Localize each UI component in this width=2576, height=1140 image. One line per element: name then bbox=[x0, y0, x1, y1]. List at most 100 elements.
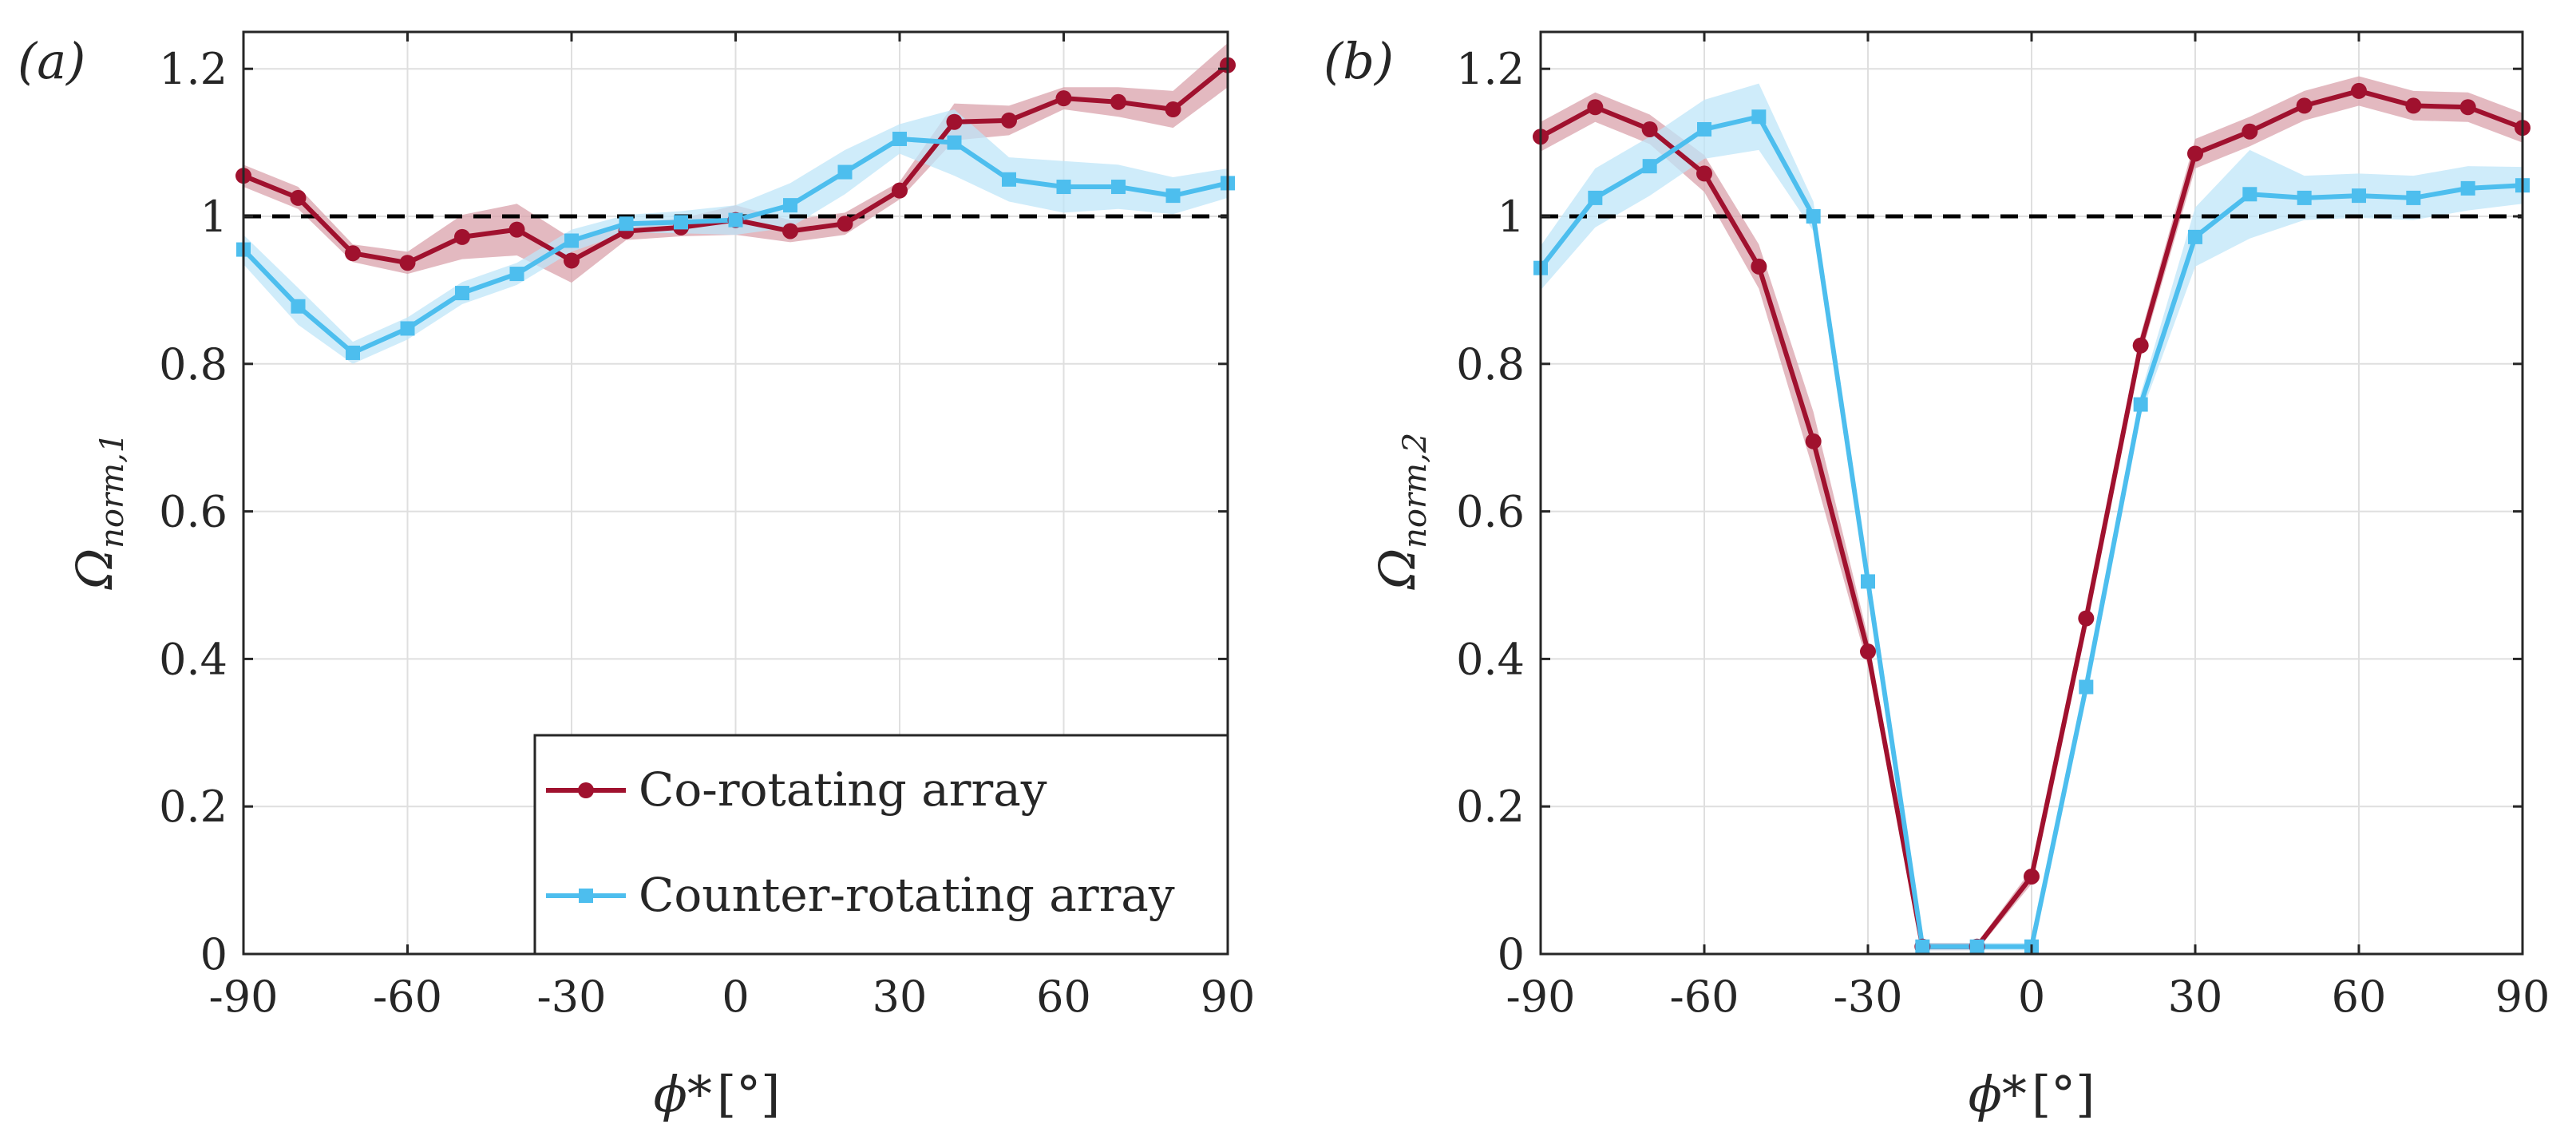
x-tick-label-b-0: -90 bbox=[1506, 972, 1576, 1022]
data-point-b-counter-15 bbox=[2352, 188, 2366, 204]
data-point-a-co-13 bbox=[946, 113, 963, 130]
data-point-b-co-16 bbox=[2405, 97, 2422, 114]
y-axis-label-sub-b: norm,2 bbox=[1397, 433, 1434, 548]
data-point-b-co-17 bbox=[2459, 99, 2476, 116]
data-point-a-co-14 bbox=[1001, 112, 1017, 129]
data-point-b-counter-12 bbox=[2188, 229, 2202, 244]
data-point-b-counter-4 bbox=[1751, 109, 1767, 125]
data-point-a-co-15 bbox=[1055, 90, 1072, 107]
data-point-a-counter-2 bbox=[346, 345, 360, 360]
y-axis-label-a: Ωnorm,1 bbox=[65, 433, 131, 590]
legend-marker-counter-rotating bbox=[579, 889, 593, 903]
data-point-b-co-1 bbox=[1587, 99, 1604, 116]
y-tick-labels-a: 0 0.2 0.4 0.6 0.8 1 1.2 bbox=[159, 44, 228, 980]
data-point-a-co-10 bbox=[782, 223, 798, 239]
panel-label-a: (a) bbox=[18, 32, 85, 90]
x-axis-label-main-b: ϕ* bbox=[1969, 1065, 2027, 1123]
data-point-b-counter-11 bbox=[2133, 397, 2148, 412]
x-tick-label-a-4: 30 bbox=[873, 972, 928, 1022]
data-point-b-co-11 bbox=[2132, 337, 2149, 354]
y-tick-label-b-3: 0.6 bbox=[1456, 487, 1525, 537]
x-tick-label-b-2: -30 bbox=[1834, 972, 1903, 1022]
panel-label-b: (b) bbox=[1324, 32, 1394, 90]
data-point-b-counter-3 bbox=[1697, 121, 1711, 137]
ticks-b bbox=[1539, 32, 2524, 956]
y-tick-label-a-5: 1 bbox=[200, 192, 228, 242]
x-tick-label-a-3: 0 bbox=[722, 972, 749, 1022]
data-point-a-counter-8 bbox=[674, 215, 688, 230]
y-tick-label-a-2: 0.4 bbox=[159, 634, 228, 684]
x-tick-label-b-3: 0 bbox=[2018, 972, 2045, 1022]
data-point-b-counter-2 bbox=[1642, 159, 1657, 174]
data-point-b-co-5 bbox=[1805, 433, 1822, 449]
chart-panel-b: -90 -60 -30 0 30 60 90 0 0.2 0.4 0.6 0.8 1 1.2 (b) Ω… bbox=[1324, 30, 2550, 1123]
data-point-b-co-4 bbox=[1751, 258, 1767, 275]
data-point-b-counter-14 bbox=[2297, 190, 2312, 205]
y-tick-label-b-5: 1 bbox=[1498, 192, 1525, 242]
data-point-b-counter-10 bbox=[2079, 679, 2094, 695]
data-point-a-co-6 bbox=[564, 252, 580, 269]
x-tick-label-a-1: -60 bbox=[373, 972, 442, 1022]
data-point-b-counter-13 bbox=[2242, 187, 2257, 202]
data-point-b-counter-7 bbox=[1915, 939, 1930, 954]
data-point-a-co-5 bbox=[508, 221, 525, 238]
data-point-a-co-16 bbox=[1110, 93, 1126, 110]
y-tick-label-a-1: 0.2 bbox=[159, 782, 228, 832]
series-markers-b bbox=[1533, 82, 2530, 955]
x-tick-labels-b: -90 -60 -30 0 30 60 90 bbox=[1506, 972, 2550, 1022]
x-tick-label-b-1: -60 bbox=[1670, 972, 1739, 1022]
data-point-a-counter-7 bbox=[619, 216, 634, 232]
legend: Co-rotating array Counter-rotating array bbox=[533, 734, 1229, 956]
data-point-b-co-2 bbox=[1641, 121, 1658, 137]
data-point-a-co-1 bbox=[290, 189, 307, 206]
confidence-band-a-co-rotating bbox=[243, 42, 1228, 283]
x-tick-label-a-6: 90 bbox=[1201, 972, 1256, 1022]
data-point-b-counter-1 bbox=[1588, 190, 1603, 205]
data-point-b-counter-5 bbox=[1806, 209, 1821, 224]
legend-box bbox=[533, 734, 1229, 956]
y-axis-label-b: Ωnorm,2 bbox=[1368, 433, 1434, 590]
x-tick-label-b-4: 30 bbox=[2168, 972, 2223, 1022]
data-point-b-co-14 bbox=[2296, 97, 2313, 114]
x-axis-label-b: ϕ*[°] bbox=[1969, 1065, 2095, 1123]
data-point-b-co-15 bbox=[2351, 82, 2367, 99]
data-point-a-counter-1 bbox=[291, 299, 306, 314]
y-tick-label-b-2: 0.4 bbox=[1456, 634, 1525, 684]
data-point-b-co-9 bbox=[2024, 868, 2040, 885]
data-point-a-co-17 bbox=[1165, 101, 1181, 118]
y-tick-label-b-0: 0 bbox=[1498, 929, 1525, 980]
data-point-a-counter-9 bbox=[728, 212, 743, 228]
data-point-b-co-12 bbox=[2187, 145, 2203, 162]
x-tick-label-a-0: -90 bbox=[209, 972, 279, 1022]
data-point-a-counter-10 bbox=[783, 198, 797, 213]
y-axis-label-main-b: Ω bbox=[1368, 548, 1426, 590]
legend-label-co-rotating: Co-rotating array bbox=[639, 762, 1047, 817]
x-axis-label-a: ϕ*[°] bbox=[654, 1065, 781, 1123]
data-point-b-co-3 bbox=[1696, 165, 1712, 182]
y-tick-label-a-3: 0.6 bbox=[159, 487, 228, 537]
y-tick-label-b-1: 0.2 bbox=[1456, 782, 1525, 832]
x-axis-label-main-a: ϕ* bbox=[654, 1065, 712, 1123]
y-tick-label-b-6: 1.2 bbox=[1456, 44, 1525, 94]
bands-a bbox=[243, 42, 1228, 364]
x-axis-label-unit-a: [°] bbox=[717, 1065, 780, 1123]
y-tick-label-a-0: 0 bbox=[200, 929, 228, 980]
data-point-a-co-2 bbox=[345, 245, 361, 262]
x-tick-labels-a: -90 -60 -30 0 30 60 90 bbox=[209, 972, 1256, 1022]
legend-marker-co-rotating bbox=[578, 782, 594, 798]
x-tick-label-b-6: 90 bbox=[2495, 972, 2550, 1022]
data-point-a-co-12 bbox=[892, 182, 908, 199]
data-point-b-co-13 bbox=[2242, 123, 2258, 140]
data-point-a-co-4 bbox=[454, 228, 470, 245]
data-point-b-counter-17 bbox=[2460, 180, 2475, 196]
data-point-a-co-11 bbox=[837, 216, 853, 232]
data-point-a-counter-14 bbox=[1002, 172, 1016, 187]
data-point-a-counter-11 bbox=[837, 164, 853, 180]
data-point-a-counter-4 bbox=[455, 286, 469, 301]
data-point-a-counter-13 bbox=[947, 135, 962, 150]
data-point-a-counter-15 bbox=[1056, 180, 1071, 195]
data-point-a-counter-3 bbox=[400, 321, 415, 336]
data-point-a-counter-12 bbox=[892, 131, 907, 146]
y-tick-label-b-4: 0.8 bbox=[1456, 339, 1525, 390]
